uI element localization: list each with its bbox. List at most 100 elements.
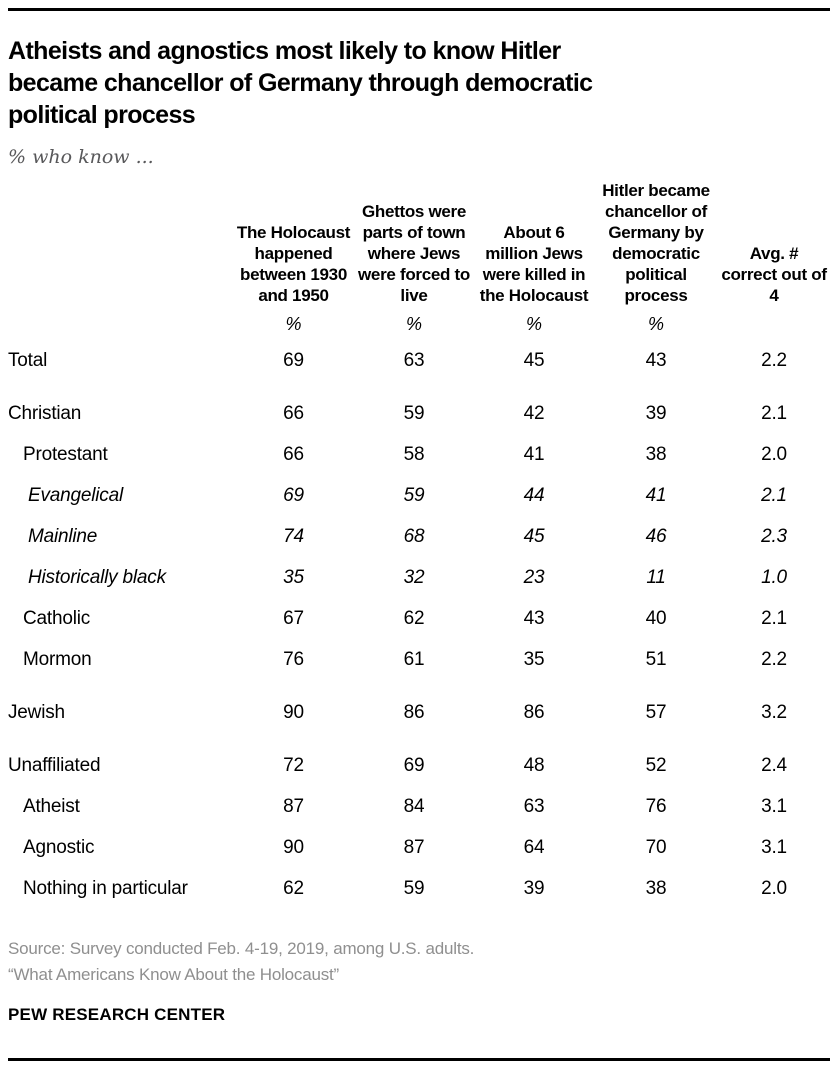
cell: 40 — [645, 608, 667, 629]
cell: 86 — [403, 702, 425, 723]
page-title: Atheists and agnostics most likely to kn… — [8, 35, 830, 131]
row-label-header — [8, 180, 233, 310]
column-header-hitler-chancellor: Hitler became chancellor of Germany by d… — [602, 181, 710, 305]
column-header-avg-correct: Avg. # correct out of 4 — [721, 244, 827, 305]
row-label: Historically black — [28, 567, 166, 588]
cell: 63 — [403, 350, 425, 371]
cell: 2.0 — [761, 444, 787, 465]
cell: 2.1 — [761, 608, 787, 629]
cell: 90 — [283, 702, 304, 723]
table-row-agnostic: Agnostic 90 87 64 70 3.1 — [8, 828, 830, 869]
data-table: The Holocaust happened between 1930 and … — [8, 180, 830, 910]
cell: 62 — [403, 608, 425, 629]
row-label: Jewish — [8, 702, 65, 723]
cell: 2.0 — [761, 878, 787, 899]
cell: 90 — [283, 837, 304, 858]
cell: 76 — [283, 649, 304, 670]
unit-cell: % — [285, 314, 302, 334]
table-row-protestant: Protestant 66 58 41 38 2.0 — [8, 435, 830, 476]
cell: 48 — [523, 755, 545, 776]
cell: 43 — [645, 350, 667, 371]
cell: 84 — [403, 796, 425, 817]
row-label: Agnostic — [23, 837, 95, 858]
column-header-ghettos: Ghettos were parts of town where Jews we… — [358, 202, 470, 305]
table-row-historically-black: Historically black 35 32 23 11 1.0 — [8, 558, 830, 599]
cell: 72 — [283, 755, 304, 776]
cell: 39 — [645, 403, 667, 424]
row-label: Mainline — [28, 526, 98, 547]
cell: 52 — [645, 755, 667, 776]
cell: 44 — [523, 485, 545, 506]
report-title-note: “What Americans Know About the Holocaust… — [8, 965, 340, 984]
cell: 51 — [645, 649, 667, 670]
cell: 70 — [645, 837, 667, 858]
cell: 45 — [523, 526, 545, 547]
cell: 76 — [645, 796, 667, 817]
cell: 87 — [403, 837, 425, 858]
title-line: became chancellor of Germany through dem… — [8, 69, 593, 97]
cell: 38 — [645, 444, 667, 465]
table-row-mormon: Mormon 76 61 35 51 2.2 — [8, 640, 830, 681]
cell: 43 — [523, 608, 545, 629]
cell: 61 — [403, 649, 425, 670]
table-row-christian: Christian 66 59 42 39 2.1 — [8, 382, 830, 435]
table-row-total: Total 69 63 45 43 2.2 — [8, 341, 830, 382]
source-note: Source: Survey conducted Feb. 4-19, 2019… — [8, 939, 475, 958]
cell: 66 — [283, 444, 304, 465]
table-row-jewish: Jewish 90 86 86 57 3.2 — [8, 681, 830, 734]
cell: 64 — [523, 837, 545, 858]
cell: 45 — [523, 350, 545, 371]
unit-row: % % % % — [8, 310, 830, 341]
cell: 11 — [646, 567, 666, 588]
cell: 86 — [523, 702, 545, 723]
cell: 2.2 — [761, 350, 787, 371]
unit-cell — [8, 310, 233, 341]
table-row-catholic: Catholic 67 62 43 40 2.1 — [8, 599, 830, 640]
unit-cell: % — [525, 314, 542, 334]
cell: 2.4 — [761, 755, 787, 776]
cell: 38 — [645, 878, 667, 899]
cell: 42 — [523, 403, 545, 424]
cell: 69 — [283, 485, 304, 506]
cell: 69 — [283, 350, 304, 371]
cell: 41 — [523, 444, 545, 465]
cell: 2.1 — [761, 403, 787, 424]
title-line: political process — [8, 101, 196, 129]
cell: 2.1 — [761, 485, 787, 506]
cell: 2.3 — [761, 526, 787, 547]
row-label: Christian — [8, 403, 82, 424]
cell: 58 — [403, 444, 425, 465]
cell: 63 — [523, 796, 545, 817]
cell: 69 — [403, 755, 425, 776]
row-label: Nothing in particular — [23, 878, 188, 899]
row-label: Mormon — [23, 649, 92, 670]
cell: 59 — [403, 485, 425, 506]
row-label: Total — [8, 350, 48, 371]
title-line: Atheists and agnostics most likely to kn… — [8, 37, 561, 65]
cell: 67 — [283, 608, 304, 629]
cell: 32 — [403, 567, 425, 588]
cell: 39 — [523, 878, 545, 899]
row-label: Atheist — [23, 796, 80, 817]
cell: 59 — [403, 878, 425, 899]
cell: 59 — [403, 403, 425, 424]
cell: 41 — [645, 485, 667, 506]
cell: 3.1 — [761, 837, 787, 858]
table-row-unaffiliated: Unaffiliated 72 69 48 52 2.4 — [8, 734, 830, 787]
pew-research-center-brand: PEW RESEARCH CENTER — [8, 1005, 226, 1024]
column-header-six-million: About 6 million Jews were killed in the … — [479, 223, 589, 305]
top-rule — [8, 8, 830, 11]
table-row-mainline: Mainline 74 68 45 46 2.3 — [8, 517, 830, 558]
cell: 68 — [403, 526, 425, 547]
unit-cell — [718, 310, 830, 341]
row-label: Catholic — [23, 608, 91, 629]
table-row-atheist: Atheist 87 84 63 76 3.1 — [8, 787, 830, 828]
cell: 3.2 — [761, 702, 787, 723]
figure-footer: Source: Survey conducted Feb. 4-19, 2019… — [8, 936, 830, 1025]
cell: 62 — [283, 878, 304, 899]
cell: 35 — [283, 567, 304, 588]
cell: 74 — [283, 526, 304, 547]
row-label: Unaffiliated — [8, 755, 101, 776]
cell: 1.0 — [761, 567, 787, 588]
